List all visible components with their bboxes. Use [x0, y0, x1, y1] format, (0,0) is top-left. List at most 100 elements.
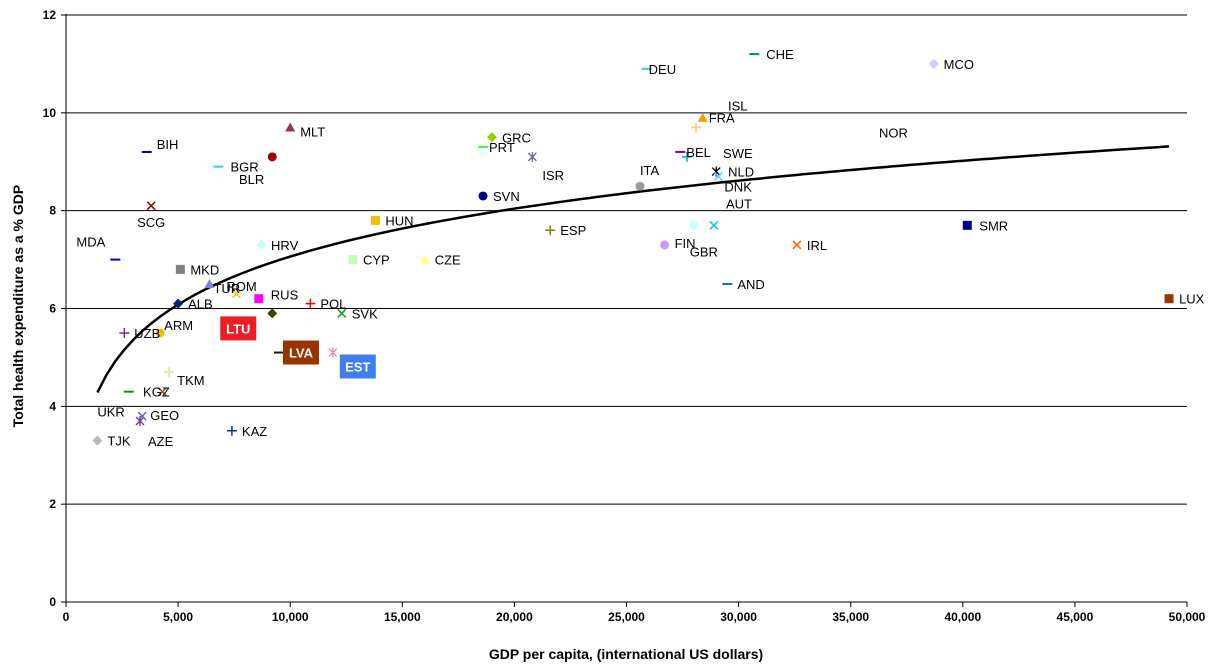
point-ltu — [267, 308, 278, 319]
point-svn — [478, 191, 488, 201]
x-tick-label: 40,000 — [944, 610, 981, 624]
point-svk — [337, 308, 347, 318]
data-label-scg: SCG — [137, 215, 165, 230]
x-tick-label: 10,000 — [272, 610, 309, 624]
point-mlt — [285, 122, 296, 132]
data-label-bgr: BGR — [230, 160, 258, 175]
axes — [61, 14, 1188, 607]
data-label-blr: BLR — [239, 172, 264, 187]
point-fra — [697, 112, 708, 122]
point-mco — [928, 58, 939, 69]
point-aut — [709, 220, 719, 230]
data-label-isr: ISR — [542, 168, 564, 183]
y-tick-label: 8 — [49, 204, 56, 218]
data-label-alb: ALB — [188, 297, 213, 312]
point-tkm — [164, 367, 175, 378]
data-label-svk: SVK — [352, 306, 378, 321]
point-rom — [231, 289, 241, 299]
point-alb — [173, 298, 184, 309]
data-label-grc: GRC — [502, 130, 531, 145]
point-hun — [370, 215, 380, 225]
y-tick-label: 6 — [49, 302, 56, 316]
y-tick-labels: 0 2 4 6 8 10 12 — [43, 8, 57, 609]
trendline — [96, 145, 1170, 394]
data-label-nld: NLD — [728, 165, 754, 180]
point-geo — [137, 411, 147, 421]
data-label-mda: MDA — [76, 235, 105, 250]
data-label-gbr: GBR — [690, 244, 718, 259]
point-tjk — [92, 435, 103, 446]
data-label-aut: AUT — [726, 196, 752, 211]
data-label-ukr: UKR — [97, 405, 124, 420]
point-rus — [254, 294, 264, 304]
data-label-pol: POL — [320, 297, 346, 312]
data-label-and: AND — [737, 277, 764, 292]
point-fin — [660, 240, 670, 250]
data-label-rus: RUS — [271, 288, 299, 303]
data-label-nor: NOR — [879, 125, 908, 140]
x-tick-label: 50,000 — [1169, 610, 1206, 624]
data-label-mkd: MKD — [190, 262, 219, 277]
data-label-tkm: TKM — [177, 373, 204, 388]
data-label-dnk: DNK — [724, 179, 752, 194]
data-label-fin: FIN — [675, 236, 696, 251]
x-tick-label: 5,000 — [163, 610, 193, 624]
data-label-ita: ITA — [640, 163, 660, 178]
point-tur — [204, 279, 215, 289]
x-tick-label: 30,000 — [720, 610, 757, 624]
y-tick-label: 10 — [43, 106, 57, 120]
point-gbr — [689, 220, 699, 230]
point-est — [328, 347, 338, 358]
point-dnk — [713, 171, 723, 181]
data-label-arm: ARM — [164, 318, 193, 333]
data-label-geo: GEO — [150, 408, 179, 423]
data-label-smr: SMR — [979, 218, 1008, 233]
point-smr — [962, 220, 972, 230]
point-cyp — [348, 255, 358, 265]
label-box-lva — [282, 340, 319, 365]
label-box-ltu — [220, 316, 257, 341]
y-tick-label: 12 — [43, 8, 57, 22]
data-label-lva: LVA — [289, 346, 314, 361]
data-label-ltu: LTU — [226, 321, 250, 336]
data-label-mlt: MLT — [300, 125, 325, 140]
data-label-kgz: KGZ — [143, 385, 170, 400]
y-tick-label: 2 — [49, 497, 56, 511]
data-label-hrv: HRV — [271, 238, 299, 253]
data-label-tur: TUR — [213, 281, 240, 296]
point-grc — [486, 132, 497, 143]
point-pol — [305, 298, 316, 309]
x-tick-labels: 0 5,000 10,000 15,000 20,000 25,000 30,000 35,0… — [63, 610, 1206, 624]
data-label-cze: CZE — [435, 253, 461, 268]
data-label-swe: SWE — [723, 146, 753, 161]
data-label-cyp: CYP — [363, 253, 390, 268]
point-swe — [682, 151, 693, 162]
point-kaz — [226, 425, 237, 436]
label-box-est — [339, 354, 376, 379]
y-tick-label: 4 — [49, 399, 56, 413]
point-blr — [267, 152, 277, 162]
data-label-aze: AZE — [148, 434, 174, 449]
data-label-tjk: TJK — [107, 434, 130, 449]
x-axis-title: GDP per capita, (international US dollar… — [489, 646, 763, 662]
x-tick-label: 0 — [63, 610, 70, 624]
data-label-svn: SVN — [493, 189, 520, 204]
point-ita — [635, 181, 645, 191]
data-label-bel: BEL — [686, 145, 711, 160]
point-hrv — [256, 239, 267, 250]
data-label-fra: FRA — [709, 111, 735, 126]
y-axis-title: Total health expenditure as a % GDP — [10, 185, 26, 427]
point-uzb — [119, 327, 130, 338]
x-tick-label: 45,000 — [1057, 610, 1094, 624]
point-kgz — [157, 387, 167, 397]
data-label-che: CHE — [766, 47, 794, 62]
data-label-uzb: UZB — [134, 326, 160, 341]
y-tick-label: 0 — [49, 595, 56, 609]
data-label-kaz: KAZ — [242, 424, 267, 439]
x-tick-label: 20,000 — [496, 610, 533, 624]
point-esp — [545, 225, 556, 236]
data-label-deu: DEU — [649, 62, 676, 77]
data-label-est: EST — [345, 360, 370, 375]
data-points — [92, 53, 1174, 446]
